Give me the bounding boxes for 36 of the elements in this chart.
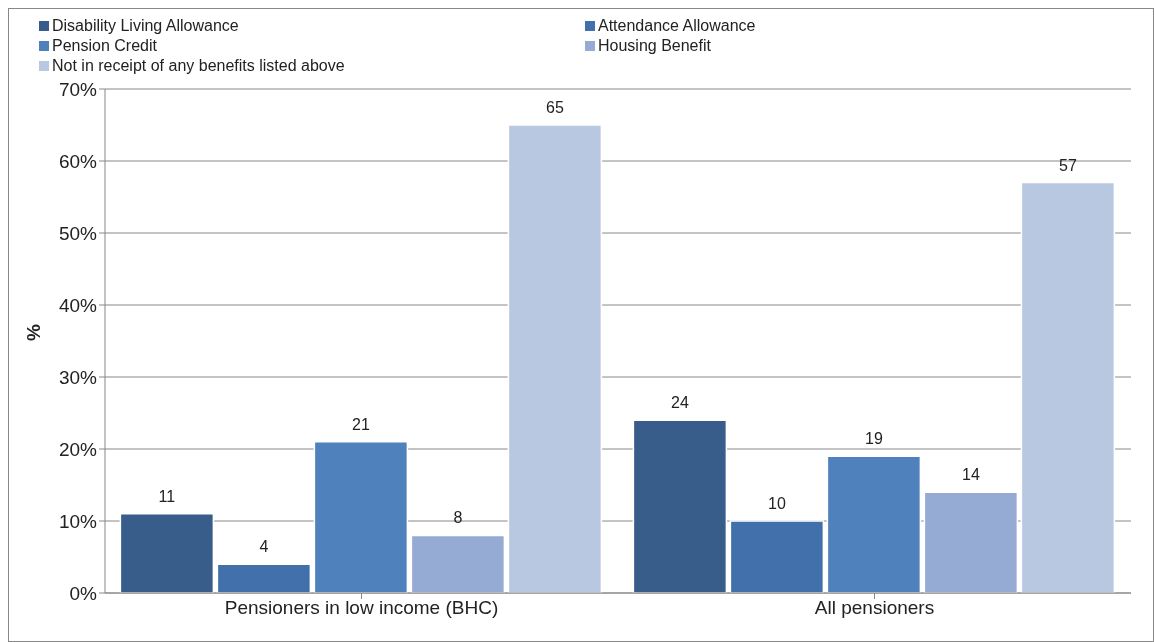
data-label: 19: [864, 430, 883, 448]
legend-label: Attendance Allowance: [598, 17, 756, 35]
data-label: 10: [767, 495, 786, 512]
bar: [410, 534, 506, 593]
x-tick-label: All pensioners: [814, 597, 935, 619]
bar: [216, 563, 312, 593]
data-label: 8: [453, 509, 463, 527]
data-label: 11: [158, 487, 176, 505]
legend-label: Pension Credit: [52, 37, 157, 55]
y-tick-label: 0%: [69, 582, 98, 604]
bar: [923, 491, 1019, 593]
data-label: 65: [545, 99, 564, 116]
y-tick-label: 70%: [58, 78, 98, 100]
data-label: 57: [1058, 156, 1077, 174]
bar: [632, 419, 728, 593]
y-tick-label: 20%: [58, 438, 98, 460]
y-tick-label: 50%: [58, 222, 98, 244]
y-tick-label: 10%: [58, 510, 98, 532]
legend-label: Housing Benefit: [598, 37, 711, 55]
bar: [507, 124, 603, 593]
data-label: 24: [670, 394, 689, 412]
legend-label: Disability Living Allowance: [52, 17, 239, 35]
x-tick-label: Pensioners in low income (BHC): [224, 597, 499, 619]
y-tick-label: 60%: [58, 150, 98, 172]
bar: [826, 455, 922, 593]
bar: [313, 441, 409, 593]
data-label: 14: [961, 466, 980, 484]
data-label: 4: [259, 538, 269, 556]
bar: [119, 513, 215, 593]
data-label: 21: [351, 415, 370, 433]
y-axis-title: %: [22, 324, 44, 341]
bar: [729, 520, 825, 593]
y-tick-label: 30%: [58, 366, 98, 388]
legend-label: Not in receipt of any benefits listed above: [52, 57, 345, 75]
bar: [1020, 181, 1116, 593]
y-tick-label: 40%: [58, 294, 98, 316]
